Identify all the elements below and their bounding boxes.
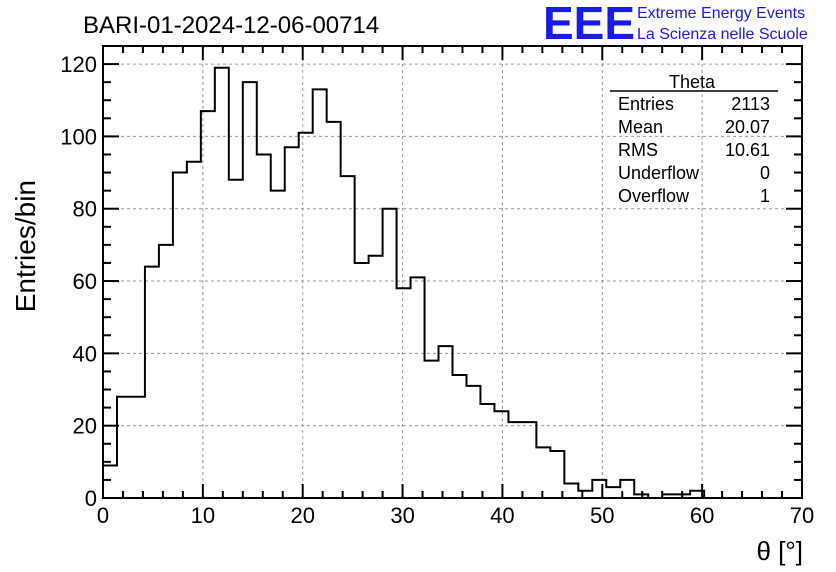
y-tick-label: 0 [85, 486, 97, 511]
stats-row: Overflow 1 [618, 186, 770, 206]
y-tick-label: 40 [73, 341, 97, 366]
stats-label: Overflow [618, 186, 690, 206]
x-tick-label: 60 [690, 503, 714, 528]
stats-row: Entries 2113 [618, 94, 770, 114]
y-tick-label: 100 [60, 124, 97, 149]
logo-mark: EEE [543, 0, 635, 49]
stats-name: Theta [669, 72, 716, 92]
stats-value: 1 [760, 186, 770, 206]
logo: EEE Extreme Energy Events La Scienza nel… [543, 0, 808, 49]
stats-label: RMS [618, 140, 658, 160]
x-axis-label: θ [°] [756, 536, 803, 566]
x-tick-label: 30 [390, 503, 414, 528]
stats-box: Theta Entries 2113 Mean 20.07 RMS 10.61 … [610, 72, 778, 206]
stats-value: 0 [760, 163, 770, 183]
x-tick-label: 20 [290, 503, 314, 528]
stats-row: Mean 20.07 [618, 117, 770, 137]
stats-value: 2113 [731, 94, 770, 114]
stats-value: 20.07 [725, 117, 770, 137]
x-tick-label: 0 [97, 503, 109, 528]
x-tick-label: 50 [590, 503, 614, 528]
x-tick-label: 70 [790, 503, 814, 528]
stats-row: RMS 10.61 [618, 140, 770, 160]
stats-value: 10.61 [725, 140, 770, 160]
x-tick-label: 10 [191, 503, 215, 528]
stats-row: Underflow 0 [618, 163, 770, 183]
y-tick-label: 120 [60, 52, 97, 77]
stats-label: Underflow [618, 163, 700, 183]
logo-line1: Extreme Energy Events [637, 5, 805, 22]
plot-frame [102, 45, 803, 499]
grid [103, 46, 802, 498]
y-axis-label: Entries/bin [10, 180, 41, 312]
axes [102, 45, 803, 499]
y-tick-label: 20 [73, 414, 97, 439]
stats-label: Mean [618, 117, 663, 137]
y-tick-label: 80 [73, 197, 97, 222]
x-tick-label: 40 [490, 503, 514, 528]
stats-label: Entries [618, 94, 674, 114]
chart-title: BARI-01-2024-12-06-00714 [83, 12, 379, 39]
y-tick-label: 60 [73, 269, 97, 294]
histogram-series [102, 66, 802, 499]
logo-line2: La Scienza nelle Scuole [637, 26, 808, 43]
